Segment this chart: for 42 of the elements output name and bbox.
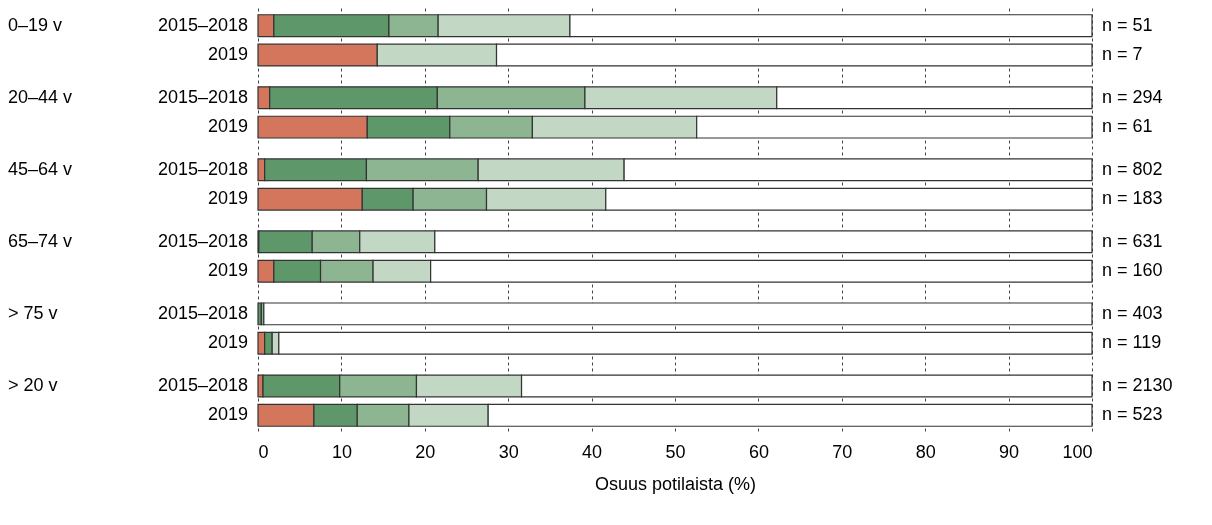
text: n = 61 [1102, 116, 1153, 137]
x-tick-label: 30 [498, 441, 519, 462]
text: > 20 v [8, 374, 58, 395]
x-tick-label: 70 [832, 441, 853, 462]
x-tick-label: 60 [748, 441, 769, 462]
y-tick-label: 2019 [207, 116, 248, 137]
text: 20–44 v [8, 86, 73, 107]
y-tick-label: 2015–2018 [157, 230, 248, 251]
y-tick-label: 2015–2018 [157, 14, 248, 35]
text: n = 403 [1102, 302, 1163, 323]
y-tick-label: 2015–2018 [157, 302, 248, 323]
text: n = 183 [1102, 188, 1163, 209]
text: n = 51 [1102, 14, 1153, 35]
y-tick-label: 2019 [207, 188, 248, 209]
x-tick-label: 10 [331, 441, 352, 462]
text: 65–74 v [8, 230, 73, 251]
text: > 75 v [8, 302, 58, 323]
y-tick-label: 2019 [207, 332, 248, 353]
text: 45–64 v [8, 158, 73, 179]
text: n = 119 [1102, 332, 1162, 353]
x-axis-title: Osuus potilaista (%) [594, 473, 757, 494]
x-tick-label: 100 [1062, 441, 1093, 462]
y-tick-label: 2015–2018 [157, 374, 248, 395]
y-tick-label: 2019 [207, 44, 248, 65]
y-tick-label: 2015–2018 [157, 158, 248, 179]
text: n = 160 [1102, 260, 1163, 281]
text: n = 7 [1102, 44, 1143, 65]
x-tick-label: 40 [582, 441, 603, 462]
x-tick-label: 0 [258, 441, 269, 462]
y-tick-label: 2019 [207, 260, 248, 281]
x-tick-label: 50 [665, 441, 686, 462]
x-tick-label: 80 [915, 441, 936, 462]
x-tick-label: 90 [999, 441, 1020, 462]
text: n = 802 [1102, 158, 1163, 179]
text: n = 631 [1102, 230, 1163, 251]
text: n = 2130 [1102, 374, 1173, 395]
x-tick-label: 20 [415, 441, 436, 462]
y-tick-label: 2015–2018 [157, 86, 248, 107]
y-tick-label: 2019 [207, 404, 248, 425]
text: n = 294 [1102, 86, 1163, 107]
text: n = 523 [1102, 404, 1163, 425]
text: 0–19 v [8, 14, 63, 35]
